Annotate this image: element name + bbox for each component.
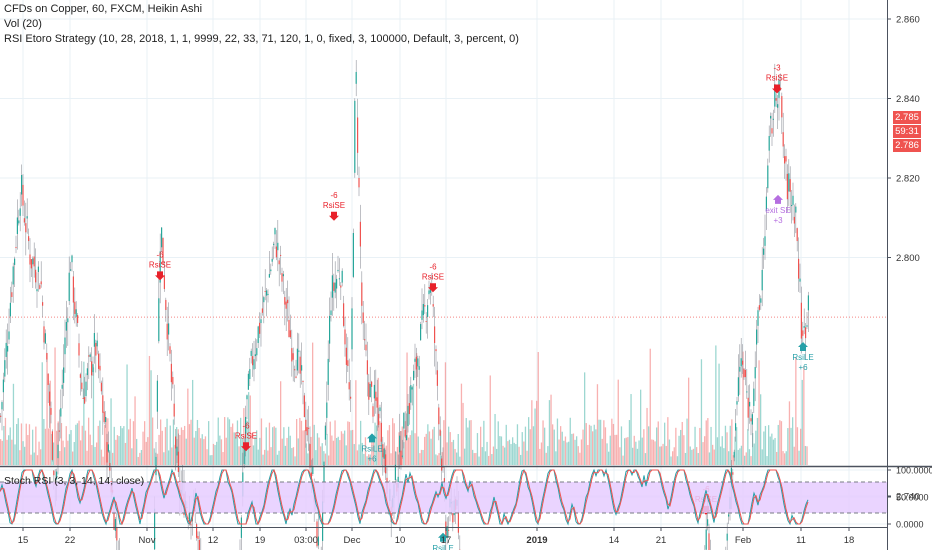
time-tick-label: Feb <box>735 535 751 546</box>
symbol-title[interactable]: CFDs on Copper, 60, FXCM, Heikin Ashi <box>4 2 519 17</box>
time-tick-label: Dec <box>344 535 361 546</box>
volume-indicator-label[interactable]: Vol (20) <box>4 17 519 32</box>
osc-tick-label: 50.0000 <box>896 493 929 503</box>
price-tick-label: 2.840 <box>896 94 920 105</box>
oscillator-legend: Stoch RSI (3, 3, 14, 14, close) <box>4 474 144 489</box>
time-tick-label: 18 <box>844 535 855 546</box>
svg-text:-6: -6 <box>429 262 437 271</box>
osc-tick-label: 0.0000 <box>896 520 924 530</box>
time-tick-label: 12 <box>208 535 219 546</box>
svg-text:+3: +3 <box>773 216 783 225</box>
time-tick-label: 2019 <box>526 535 547 546</box>
time-tick-label: Nov <box>139 535 156 546</box>
svg-text:RsiSE: RsiSE <box>766 74 788 83</box>
svg-text:RsiLE: RsiLE <box>792 353 813 362</box>
svg-text:RsiSE: RsiSE <box>149 260 171 269</box>
svg-text:RsiSE: RsiSE <box>422 272 444 281</box>
svg-text:+6: +6 <box>798 363 808 372</box>
svg-text:-6: -6 <box>156 250 164 259</box>
price-tick-label: 2.860 <box>896 15 920 26</box>
svg-text:+6: +6 <box>367 454 377 463</box>
svg-text:RsiSE: RsiSE <box>323 201 345 210</box>
stoch-rsi-label[interactable]: Stoch RSI (3, 3, 14, 14, close) <box>4 475 144 487</box>
time-tick-label: 10 <box>395 535 406 546</box>
time-tick-label: 21 <box>656 535 667 546</box>
chart-legend: CFDs on Copper, 60, FXCM, Heikin Ashi Vo… <box>4 2 519 47</box>
svg-text:RsiSE: RsiSE <box>235 431 257 440</box>
time-tick-label: 11 <box>796 535 806 546</box>
price-tick-label: 2.800 <box>896 253 920 264</box>
time-tick-label: 03:00 <box>294 535 318 546</box>
price-tick-label: 2.820 <box>896 174 920 185</box>
oscillator-axis[interactable]: 100.0000 50.0000 0.0000 <box>887 466 932 530</box>
close-price-tag: 2.786 <box>893 139 921 152</box>
svg-text:-6: -6 <box>242 421 250 430</box>
svg-text:RsiLE: RsiLE <box>361 444 382 453</box>
svg-text:-3: -3 <box>773 64 781 73</box>
time-tick-label: 17 <box>441 535 452 546</box>
time-tick-label: 15 <box>18 535 29 546</box>
time-tick-label: 14 <box>609 535 620 546</box>
strategy-indicator-label[interactable]: RSI Etoro Strategy (10, 28, 2018, 1, 1, … <box>4 32 519 47</box>
time-tick-label: 22 <box>65 535 76 546</box>
svg-text:-6: -6 <box>330 191 338 200</box>
svg-text:exit SE: exit SE <box>765 206 790 215</box>
osc-tick-label: 100.0000 <box>896 466 932 476</box>
last-price-tag: 2.785 <box>893 111 921 124</box>
time-tick-label: 19 <box>255 535 266 546</box>
countdown-tag: 59:31 <box>893 125 921 138</box>
